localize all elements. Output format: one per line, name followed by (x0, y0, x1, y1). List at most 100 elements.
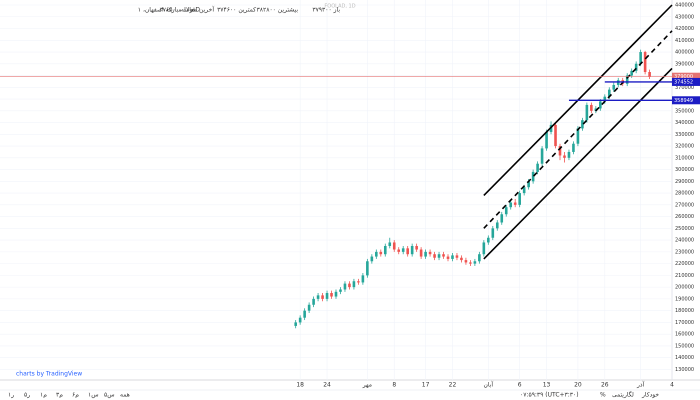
candle-body (339, 289, 342, 292)
x-tick-label: مهر (362, 382, 372, 389)
y-tick-label: 330000 (675, 132, 694, 138)
candle-body (634, 63, 638, 71)
price-tag (672, 77, 700, 86)
candle-body (612, 84, 616, 90)
candle-body (558, 146, 562, 156)
y-tick-label: 430000 (675, 14, 694, 20)
range-button[interactable]: ۳م (56, 392, 63, 399)
range-button[interactable]: ۶م (72, 392, 79, 399)
candle-body (567, 151, 571, 158)
range-button[interactable]: ۵ر (24, 392, 30, 399)
range-button[interactable]: همه (120, 392, 130, 399)
candle-body (298, 317, 302, 323)
candle-body (361, 275, 365, 283)
x-tick-label: 26 (601, 382, 609, 389)
candle-body (388, 242, 392, 246)
last-price-tag (672, 72, 700, 81)
candle-body (599, 101, 602, 109)
y-tick-label: 250000 (675, 226, 694, 232)
candle-body (473, 261, 477, 264)
price-line-label: 358949 (674, 98, 693, 104)
candle-body (307, 304, 311, 311)
x-tick-label: 4 (670, 382, 674, 389)
candle-body (312, 298, 315, 305)
candle-body (401, 248, 405, 252)
candle-body (464, 260, 468, 263)
candle-body (334, 291, 338, 297)
y-tick-label: 220000 (675, 261, 694, 267)
x-tick-label: آبان (484, 380, 494, 389)
candle-body (590, 104, 593, 111)
y-tick-label: 150000 (675, 343, 694, 349)
candle-body (594, 108, 598, 111)
candle-body (603, 96, 607, 102)
candle-body (607, 89, 611, 97)
x-tick-label: 20 (574, 382, 582, 389)
candle-body (419, 249, 423, 257)
legend-item: آخرین معامله ۳۷۶۵۰۰ (160, 5, 215, 14)
legend-item: بیشترین ۳۸۲۸۰۰ (257, 7, 299, 14)
y-tick-label: 270000 (675, 202, 694, 208)
y-tick-label: 130000 (675, 367, 694, 373)
symbol: فولاد مبارکه اصفهان، ۱D (138, 7, 201, 14)
candle-body (325, 293, 329, 299)
candle-body (513, 202, 517, 205)
y-tick-label: 290000 (675, 179, 694, 185)
candle-body (536, 163, 539, 172)
axis-option[interactable]: لگاریتمی (612, 391, 634, 399)
x-tick-label: 8 (392, 382, 396, 389)
candle-body (316, 295, 320, 299)
y-tick-label: 240000 (675, 238, 694, 244)
range-button[interactable]: ۱س (88, 392, 99, 399)
y-tick-label: 230000 (675, 249, 694, 255)
range-button[interactable]: ۵س (104, 392, 115, 399)
candle-body (460, 257, 463, 261)
axis-option[interactable]: % (600, 392, 606, 399)
candle-body (415, 245, 418, 250)
candle-body (451, 255, 454, 259)
candle-body (643, 52, 647, 73)
legend-item: کمترین ۳۷۴۶۰۰ (217, 7, 256, 14)
candle-body (509, 202, 513, 208)
candle-body (585, 104, 589, 121)
y-tick-label: 140000 (675, 355, 694, 361)
y-tick-label: 350000 (675, 108, 694, 114)
candle-body (424, 251, 427, 257)
candle-body (379, 251, 383, 255)
x-tick-label: 18 (296, 382, 304, 389)
y-tick-label: 160000 (675, 332, 694, 338)
candle-body (469, 262, 472, 264)
range-button[interactable]: ۱ر (8, 392, 14, 399)
y-tick-label: 340000 (675, 120, 694, 126)
candle-body (397, 249, 401, 252)
candle-body (392, 242, 396, 250)
last-price-label: 379000 (674, 74, 693, 80)
candle-body (500, 214, 504, 223)
x-tick-label: 13 (543, 382, 551, 389)
y-tick-label: 280000 (675, 191, 694, 197)
candle-body (581, 120, 584, 129)
credit[interactable]: charts by TradingView (16, 371, 82, 378)
range-button[interactable]: ۱م (40, 392, 47, 399)
candle-body (531, 171, 535, 182)
price-tag (672, 96, 700, 105)
candle-body (352, 281, 356, 288)
candle-body (625, 75, 629, 84)
candle-body (630, 70, 633, 76)
trend-line (483, 30, 673, 229)
y-tick-label: 210000 (675, 273, 694, 279)
y-tick-label: 370000 (675, 85, 694, 91)
watermark: FOOLAD, 1D (324, 4, 355, 10)
y-tick-label: 300000 (675, 167, 694, 173)
y-tick-label: 180000 (675, 308, 694, 314)
candle-body (504, 207, 508, 215)
candle-body (383, 245, 387, 255)
candle-body (348, 283, 351, 288)
axis-option[interactable]: خودکار (641, 392, 659, 399)
candle-body (442, 254, 445, 257)
candle-body (478, 254, 481, 262)
candle-body (648, 72, 651, 77)
candle-body (518, 193, 521, 205)
